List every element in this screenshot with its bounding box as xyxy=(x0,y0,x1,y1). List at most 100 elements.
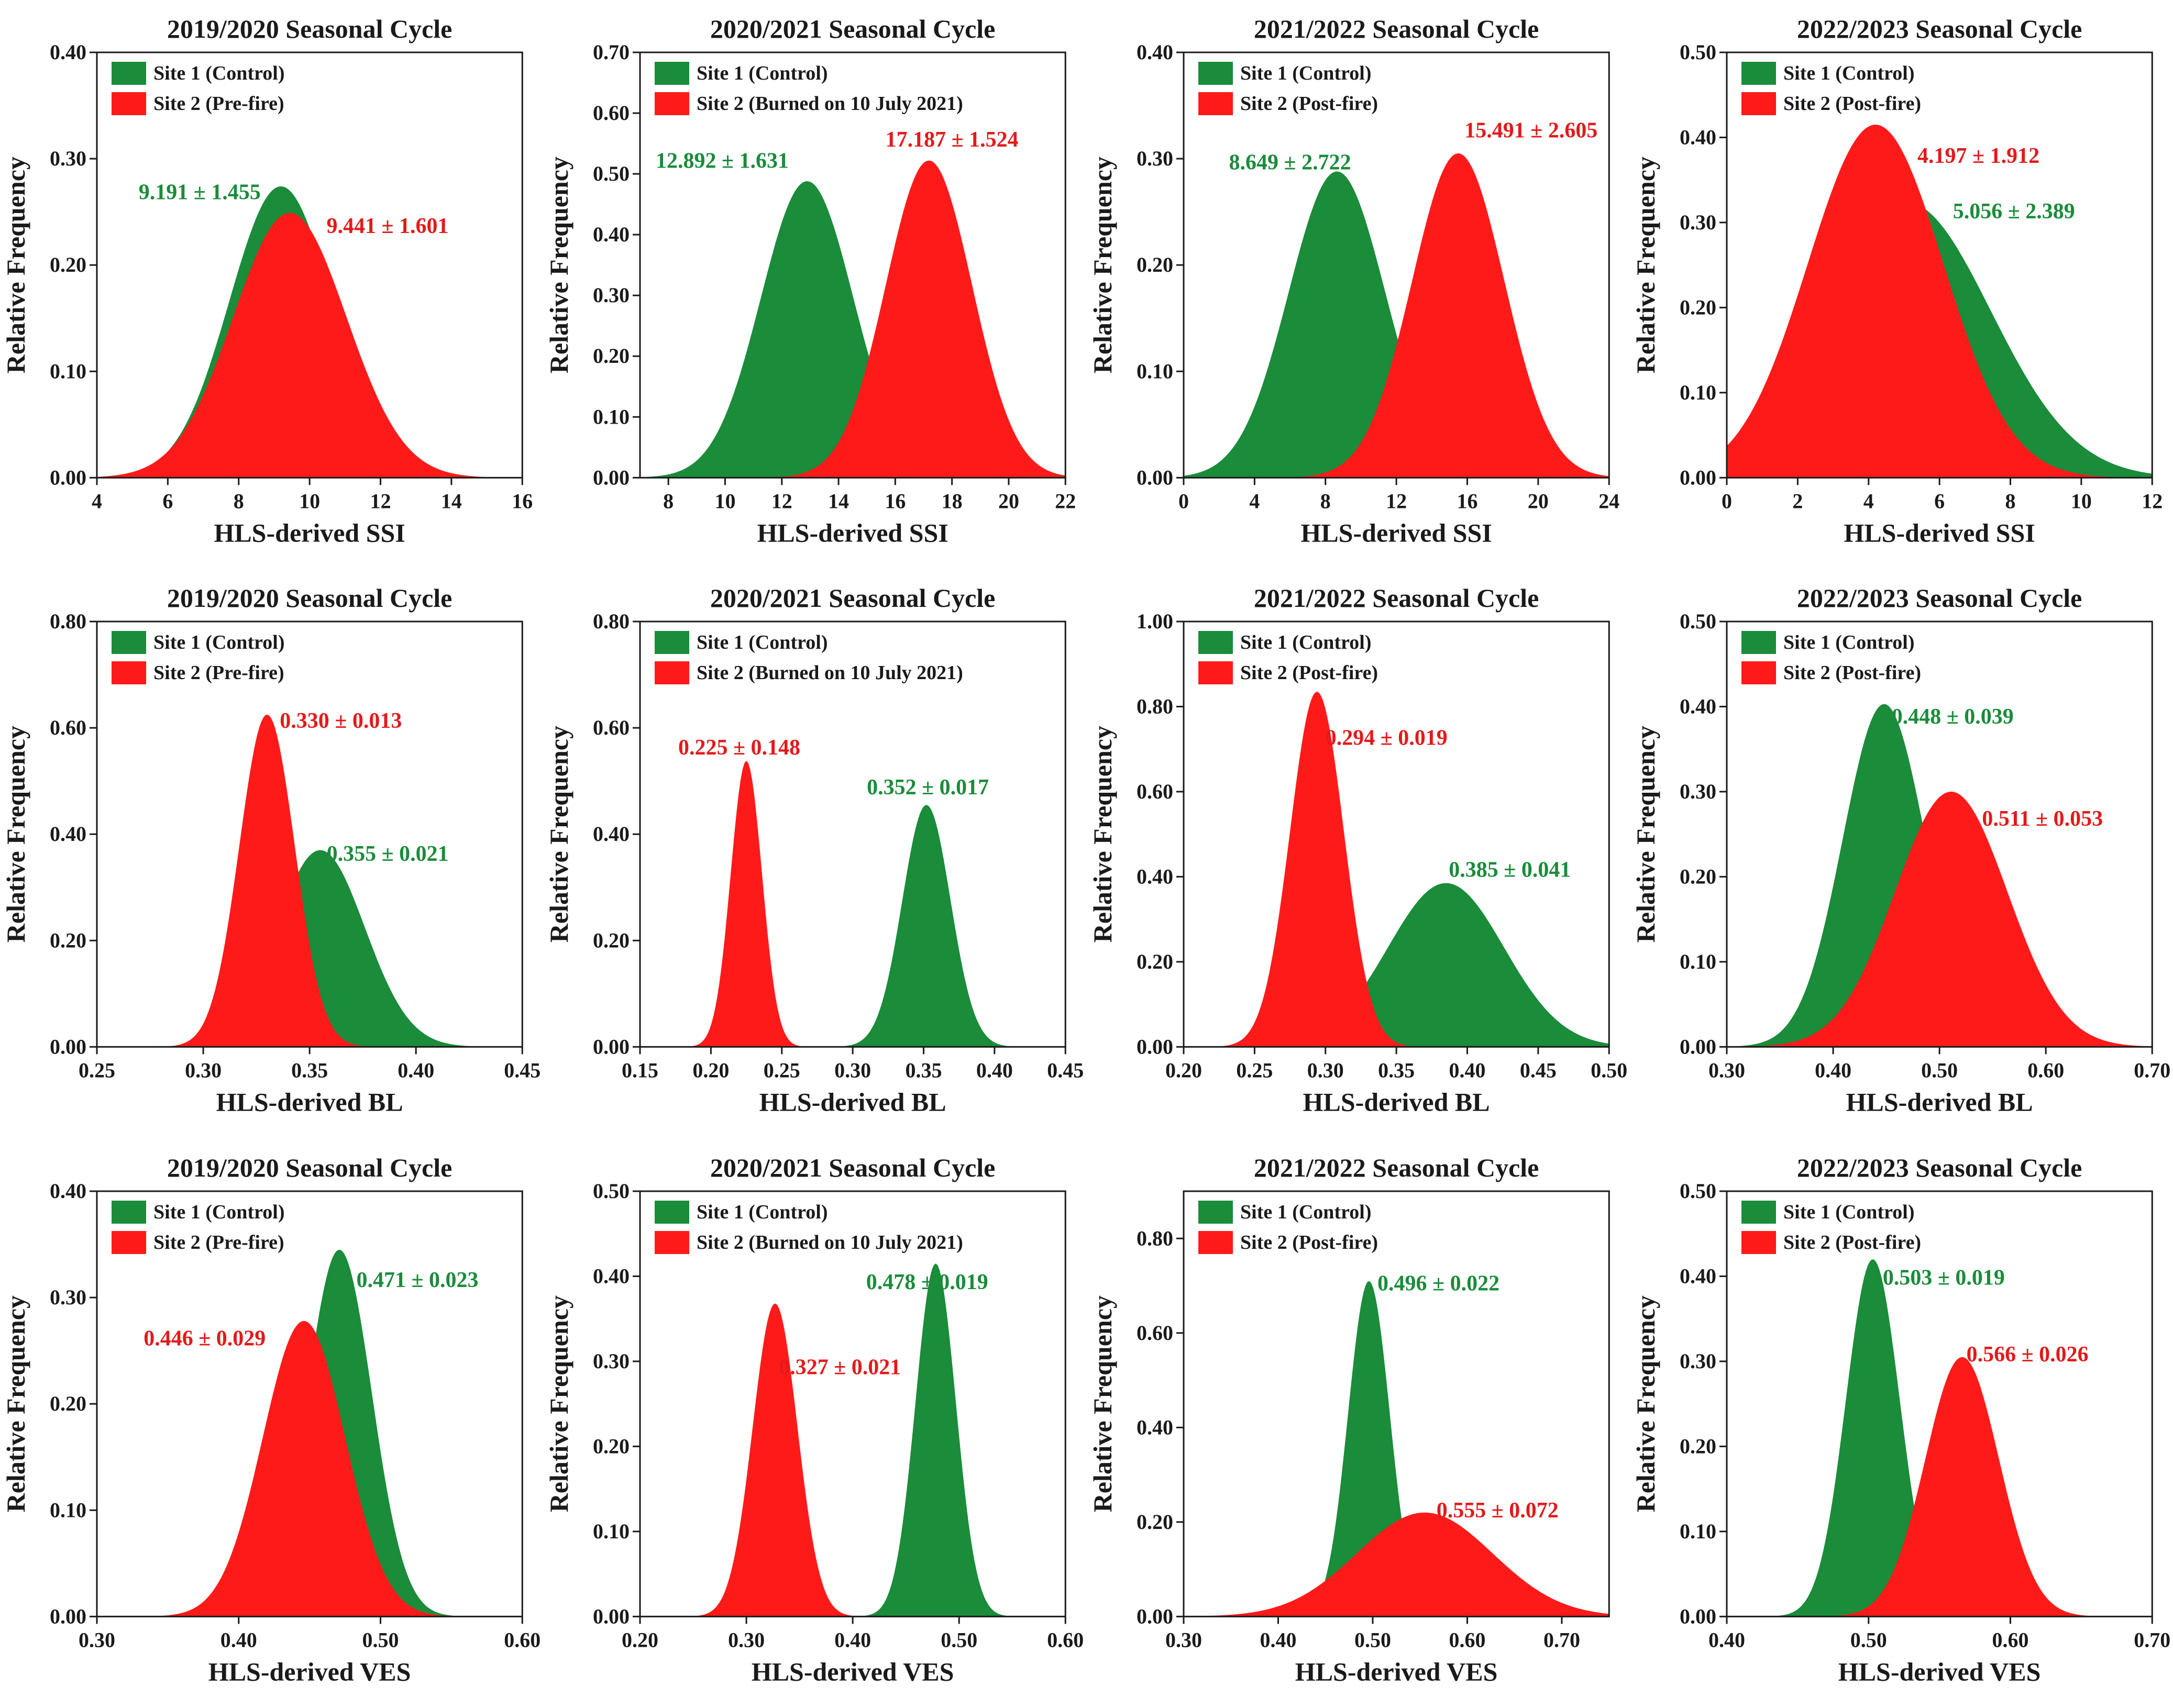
legend-label-site1: Site 1 (Control) xyxy=(1240,1201,1372,1223)
chart-svg: 2019/2020 Seasonal Cycle 0.00 0.10 0.20 0.30… xyxy=(1,14,533,547)
x-axis-label: HLS-derived VES xyxy=(208,1657,411,1686)
chart-panel: 2020/2021 Seasonal Cycle 0.00 0.10 0.20 0.30… xyxy=(543,1139,1086,1708)
legend-swatch-site2 xyxy=(1198,92,1233,115)
plot-frame xyxy=(639,620,1066,1048)
legend-label-site2: Site 2 (Pre-fire) xyxy=(153,662,284,684)
chart-panel: 2019/2020 Seasonal Cycle 0.00 0.10 0.20 0.30… xyxy=(0,0,543,569)
site2-distribution-area xyxy=(640,160,1066,478)
legend-swatch-site2 xyxy=(655,92,690,115)
y-tick-label: 0.20 xyxy=(1137,950,1173,973)
x-tick-label: 0.25 xyxy=(1236,1059,1273,1082)
y-tick-label: 0.20 xyxy=(1137,1510,1173,1533)
x-tick-label: 0.40 xyxy=(220,1628,257,1651)
site1-mean-sd-label: 5.056 ± 2.389 xyxy=(1953,199,2075,224)
y-tick-label: 0.60 xyxy=(593,101,630,125)
y-tick-label: 0.80 xyxy=(1137,1226,1173,1250)
legend-label-site1: Site 1 (Control) xyxy=(1783,62,1915,84)
y-tick-label: 0.00 xyxy=(593,465,630,489)
x-tick-label: 0.30 xyxy=(1708,1059,1745,1082)
x-axis-label: HLS-derived BL xyxy=(216,1088,403,1117)
site1-mean-sd-label: 0.478 ± 0.019 xyxy=(866,1270,988,1294)
plot-frame xyxy=(639,1190,1066,1617)
chart-panel: 2019/2020 Seasonal Cycle 0.00 0.10 0.20 0.30… xyxy=(0,1139,543,1708)
chart-panel: 2022/2023 Seasonal Cycle 0.00 0.10 0.20 0.30… xyxy=(1630,1139,2173,1708)
x-tick-label: 0.45 xyxy=(1047,1059,1084,1082)
chart-svg: 2019/2020 Seasonal Cycle 0.00 0.20 0.40 0.60… xyxy=(1,583,541,1117)
chart-panel: 2021/2022 Seasonal Cycle 0.00 0.20 0.40 0.60… xyxy=(1087,569,1630,1138)
legend-label-site1: Site 1 (Control) xyxy=(1783,1201,1915,1223)
site1-mean-sd-label: 0.352 ± 0.017 xyxy=(867,775,989,800)
y-axis-label: Relative Frequency xyxy=(1088,157,1117,373)
legend-label-site2: Site 2 (Post-fire) xyxy=(1783,93,1921,115)
site2-mean-sd-label: 0.566 ± 0.026 xyxy=(1966,1343,2088,1367)
chart-panel: 2019/2020 Seasonal Cycle 0.00 0.20 0.40 0.60… xyxy=(0,569,543,1138)
chart-title: 2019/2020 Seasonal Cycle xyxy=(167,583,452,613)
x-axis-label: HLS-derived SSI xyxy=(757,518,948,547)
chart-title: 2020/2021 Seasonal Cycle xyxy=(710,583,995,613)
site2-mean-sd-label: 17.187 ± 1.524 xyxy=(886,128,1019,152)
x-tick-label: 4 xyxy=(1249,489,1260,513)
y-tick-label: 0.40 xyxy=(1680,695,1716,718)
y-tick-label: 0.50 xyxy=(1680,609,1716,633)
site2-mean-sd-label: 0.225 ± 0.148 xyxy=(678,736,800,760)
chart-svg: 2021/2022 Seasonal Cycle 0.00 0.10 0.20 0.30… xyxy=(1088,14,1619,547)
chart-svg: 2022/2023 Seasonal Cycle 0.00 0.10 0.20 0.30… xyxy=(1631,1153,2170,1686)
x-axis-label: HLS-derived SSI xyxy=(1300,518,1492,547)
legend-swatch-site2 xyxy=(655,661,690,685)
x-tick-label: 0.70 xyxy=(1543,1628,1580,1651)
y-tick-label: 0.30 xyxy=(593,1349,630,1373)
y-tick-label: 0.40 xyxy=(593,1264,630,1288)
site1-mean-sd-label: 12.892 ± 1.631 xyxy=(656,149,789,173)
x-tick-label: 20 xyxy=(1527,489,1548,513)
legend-swatch-site1 xyxy=(1198,62,1233,85)
x-tick-label: 0.25 xyxy=(79,1059,115,1082)
y-tick-label: 0.20 xyxy=(1137,253,1173,276)
chart-panel: 2021/2022 Seasonal Cycle 0.00 0.20 0.40 0.60… xyxy=(1087,1139,1630,1708)
site1-mean-sd-label: 0.355 ± 0.021 xyxy=(327,842,449,866)
x-tick-label: 8 xyxy=(2005,489,2015,513)
chart-title: 2021/2022 Seasonal Cycle xyxy=(1253,1153,1538,1182)
x-tick-label: 0.50 xyxy=(1921,1059,1958,1082)
y-axis-label: Relative Frequency xyxy=(1088,1295,1117,1512)
y-tick-label: 0.30 xyxy=(50,1285,86,1309)
y-axis-label: Relative Frequency xyxy=(544,726,573,942)
x-tick-label: 10 xyxy=(2071,489,2092,513)
site1-mean-sd-label: 9.191 ± 1.455 xyxy=(139,180,261,204)
x-tick-label: 0.50 xyxy=(941,1628,977,1651)
legend-label-site2: Site 2 (Burned on 10 July 2021) xyxy=(697,662,963,684)
x-tick-label: 8 xyxy=(663,489,674,513)
legend-label-site1: Site 1 (Control) xyxy=(1783,631,1915,653)
y-tick-label: 0.20 xyxy=(593,1434,630,1458)
site1-mean-sd-label: 0.503 ± 0.019 xyxy=(1883,1266,2005,1290)
x-tick-label: 0.15 xyxy=(622,1059,658,1082)
legend-swatch-site1 xyxy=(1741,631,1776,655)
y-axis-label: Relative Frequency xyxy=(1,157,30,373)
site2-mean-sd-label: 0.294 ± 0.019 xyxy=(1325,726,1447,750)
site2-distribution-area xyxy=(1183,1512,1609,1616)
y-tick-label: 0.50 xyxy=(1680,40,1716,64)
plot-frame xyxy=(639,51,1066,479)
site2-mean-sd-label: 0.330 ± 0.013 xyxy=(280,709,402,733)
x-tick-label: 0.25 xyxy=(764,1059,800,1082)
x-tick-label: 10 xyxy=(299,489,320,513)
legend-label-site2: Site 2 (Post-fire) xyxy=(1783,1232,1921,1254)
plot-frame xyxy=(1726,1190,2153,1617)
legend-swatch-site1 xyxy=(112,631,146,655)
x-tick-label: 22 xyxy=(1055,489,1076,513)
x-axis-label: HLS-derived VES xyxy=(1295,1657,1497,1686)
y-tick-label: 0.40 xyxy=(50,1179,86,1203)
legend-swatch-site1 xyxy=(112,62,146,85)
legend-label-site2: Site 2 (Post-fire) xyxy=(1240,662,1378,684)
y-tick-label: 0.60 xyxy=(50,716,86,739)
chart-title: 2019/2020 Seasonal Cycle xyxy=(167,1153,452,1182)
x-tick-label: 0.70 xyxy=(2134,1059,2170,1082)
legend-swatch-site1 xyxy=(655,1200,690,1224)
legend-label-site1: Site 1 (Control) xyxy=(697,62,828,84)
chart-svg: 2020/2021 Seasonal Cycle 0.00 0.10 0.20 0.30… xyxy=(544,1153,1084,1686)
x-tick-label: 0.50 xyxy=(1354,1628,1391,1651)
chart-svg: 2022/2023 Seasonal Cycle 0.00 0.10 0.20 0.30… xyxy=(1631,583,2170,1116)
chart-title: 2021/2022 Seasonal Cycle xyxy=(1253,583,1538,613)
y-tick-label: 0.30 xyxy=(1137,147,1173,170)
x-tick-label: 0.35 xyxy=(1378,1059,1415,1082)
x-tick-label: 0.50 xyxy=(362,1628,399,1651)
